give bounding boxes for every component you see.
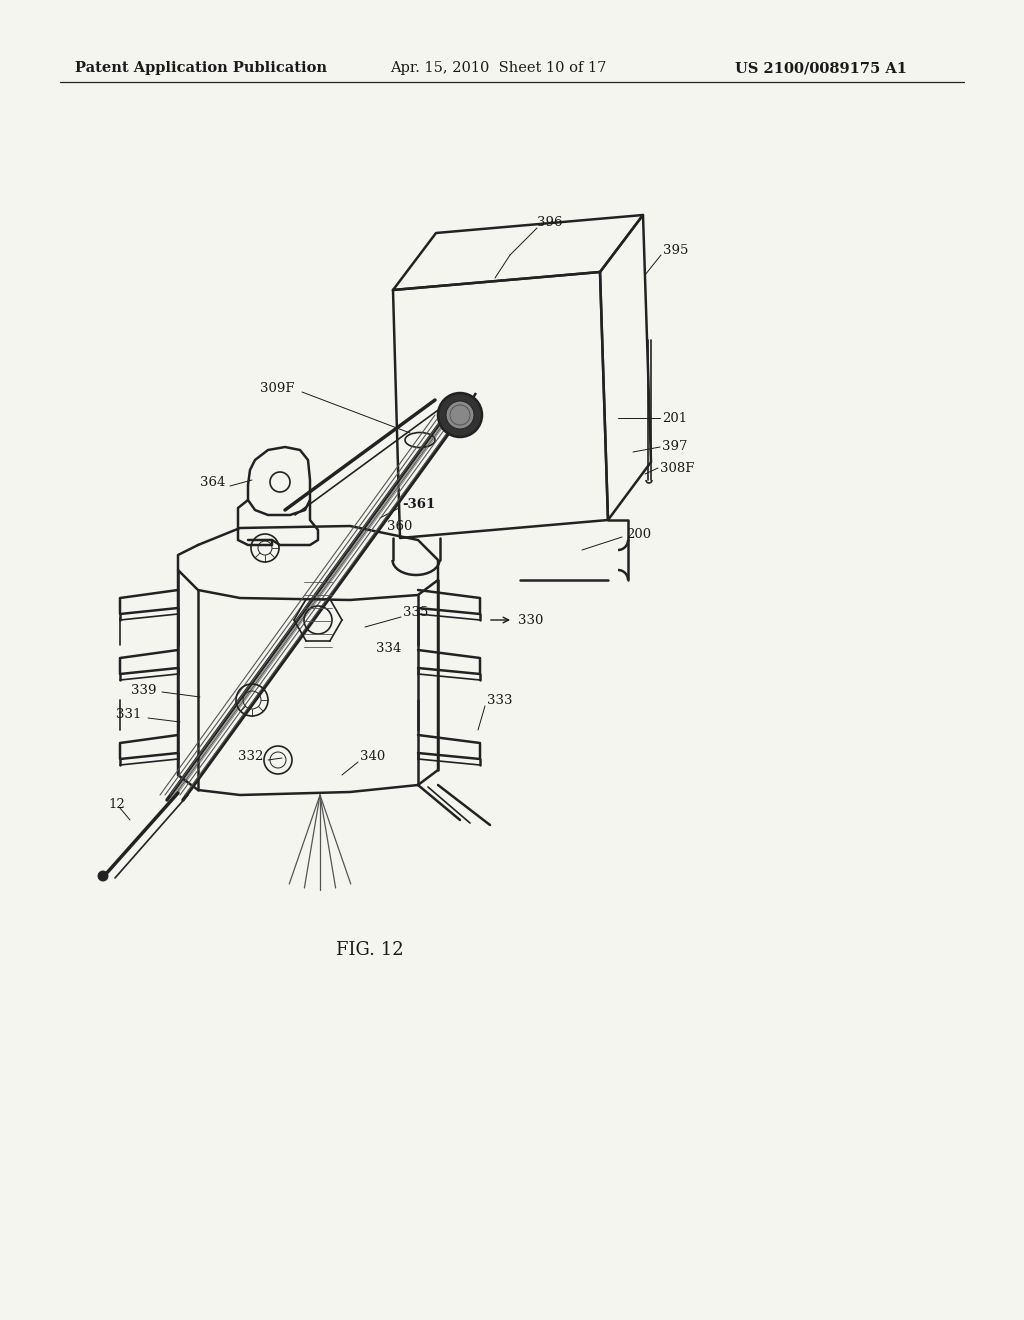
Text: 12: 12	[108, 799, 125, 812]
Text: 364: 364	[200, 475, 225, 488]
Text: 397: 397	[662, 441, 687, 454]
Text: 333: 333	[487, 693, 512, 706]
Text: 339: 339	[131, 684, 157, 697]
Text: 335: 335	[403, 606, 428, 619]
Text: 331: 331	[116, 709, 141, 722]
Circle shape	[438, 393, 482, 437]
Text: 396: 396	[537, 215, 562, 228]
Text: 309F: 309F	[260, 381, 295, 395]
Circle shape	[446, 401, 474, 429]
Text: 332: 332	[238, 751, 263, 763]
Text: US 2100/0089175 A1: US 2100/0089175 A1	[735, 61, 907, 75]
Text: 308F: 308F	[660, 462, 694, 474]
Text: 334: 334	[376, 642, 401, 655]
Text: -361: -361	[402, 499, 435, 511]
Text: 200: 200	[626, 528, 651, 540]
Text: Apr. 15, 2010  Sheet 10 of 17: Apr. 15, 2010 Sheet 10 of 17	[390, 61, 606, 75]
Text: Patent Application Publication: Patent Application Publication	[75, 61, 327, 75]
Text: 340: 340	[360, 751, 385, 763]
Circle shape	[98, 871, 108, 880]
Text: 360: 360	[387, 520, 413, 533]
Text: 330: 330	[518, 614, 544, 627]
Text: 395: 395	[663, 243, 688, 256]
Text: FIG. 12: FIG. 12	[336, 941, 403, 960]
Text: 201: 201	[662, 412, 687, 425]
